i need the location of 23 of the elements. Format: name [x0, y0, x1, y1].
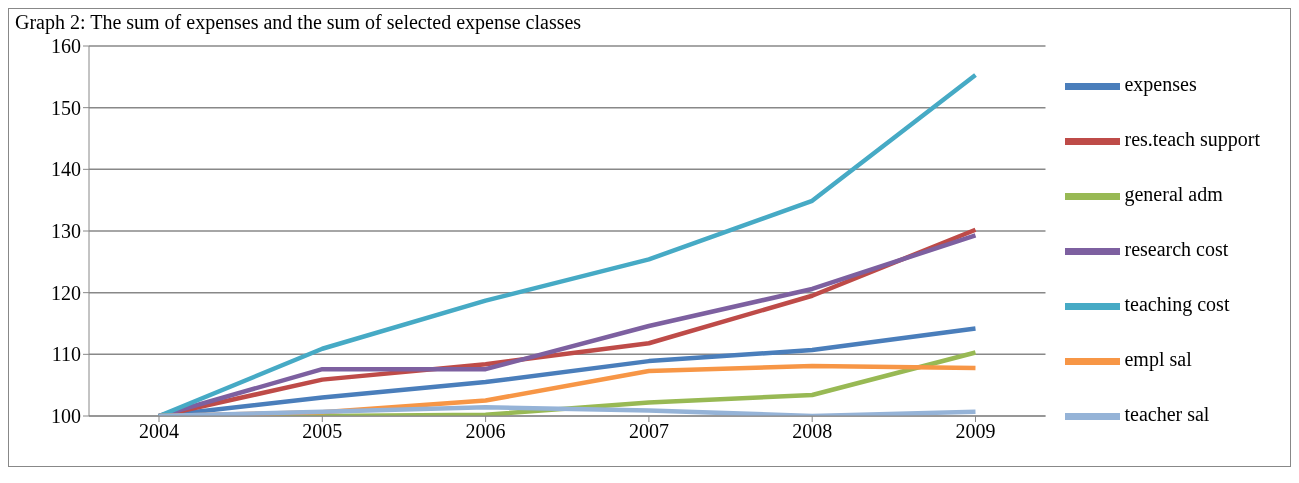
legend-label: teacher sal: [1124, 402, 1210, 425]
legend-label: general adm: [1124, 182, 1223, 205]
legend-label: empl sal: [1124, 347, 1192, 370]
y-tick-label: 160: [51, 35, 81, 58]
chart-title: Graph 2: The sum of expenses and the sum of selected expense classes: [14, 10, 583, 36]
x-tick-label: 2009: [955, 420, 996, 443]
x-tick-label: 2005: [302, 420, 343, 443]
y-tick-label: 100: [51, 405, 81, 428]
y-tick-label: 120: [51, 281, 81, 304]
line-series: [156, 72, 978, 416]
legend-label: research cost: [1124, 237, 1229, 260]
legend-label: res.teach support: [1124, 127, 1260, 150]
x-tick-label: 2004: [139, 420, 179, 443]
x-tick-label: 2006: [465, 420, 506, 443]
y-tick-label: 110: [51, 343, 81, 366]
line-series: [156, 405, 978, 416]
y-tick-label: 150: [51, 96, 81, 119]
y-tick-label: 130: [51, 220, 81, 243]
x-tick-label: 2008: [792, 420, 833, 443]
legend-label: expenses: [1124, 72, 1197, 95]
y-tick-label: 140: [51, 158, 81, 181]
legend-label: teaching cost: [1124, 292, 1230, 315]
x-tick-label: 2007: [628, 420, 669, 443]
